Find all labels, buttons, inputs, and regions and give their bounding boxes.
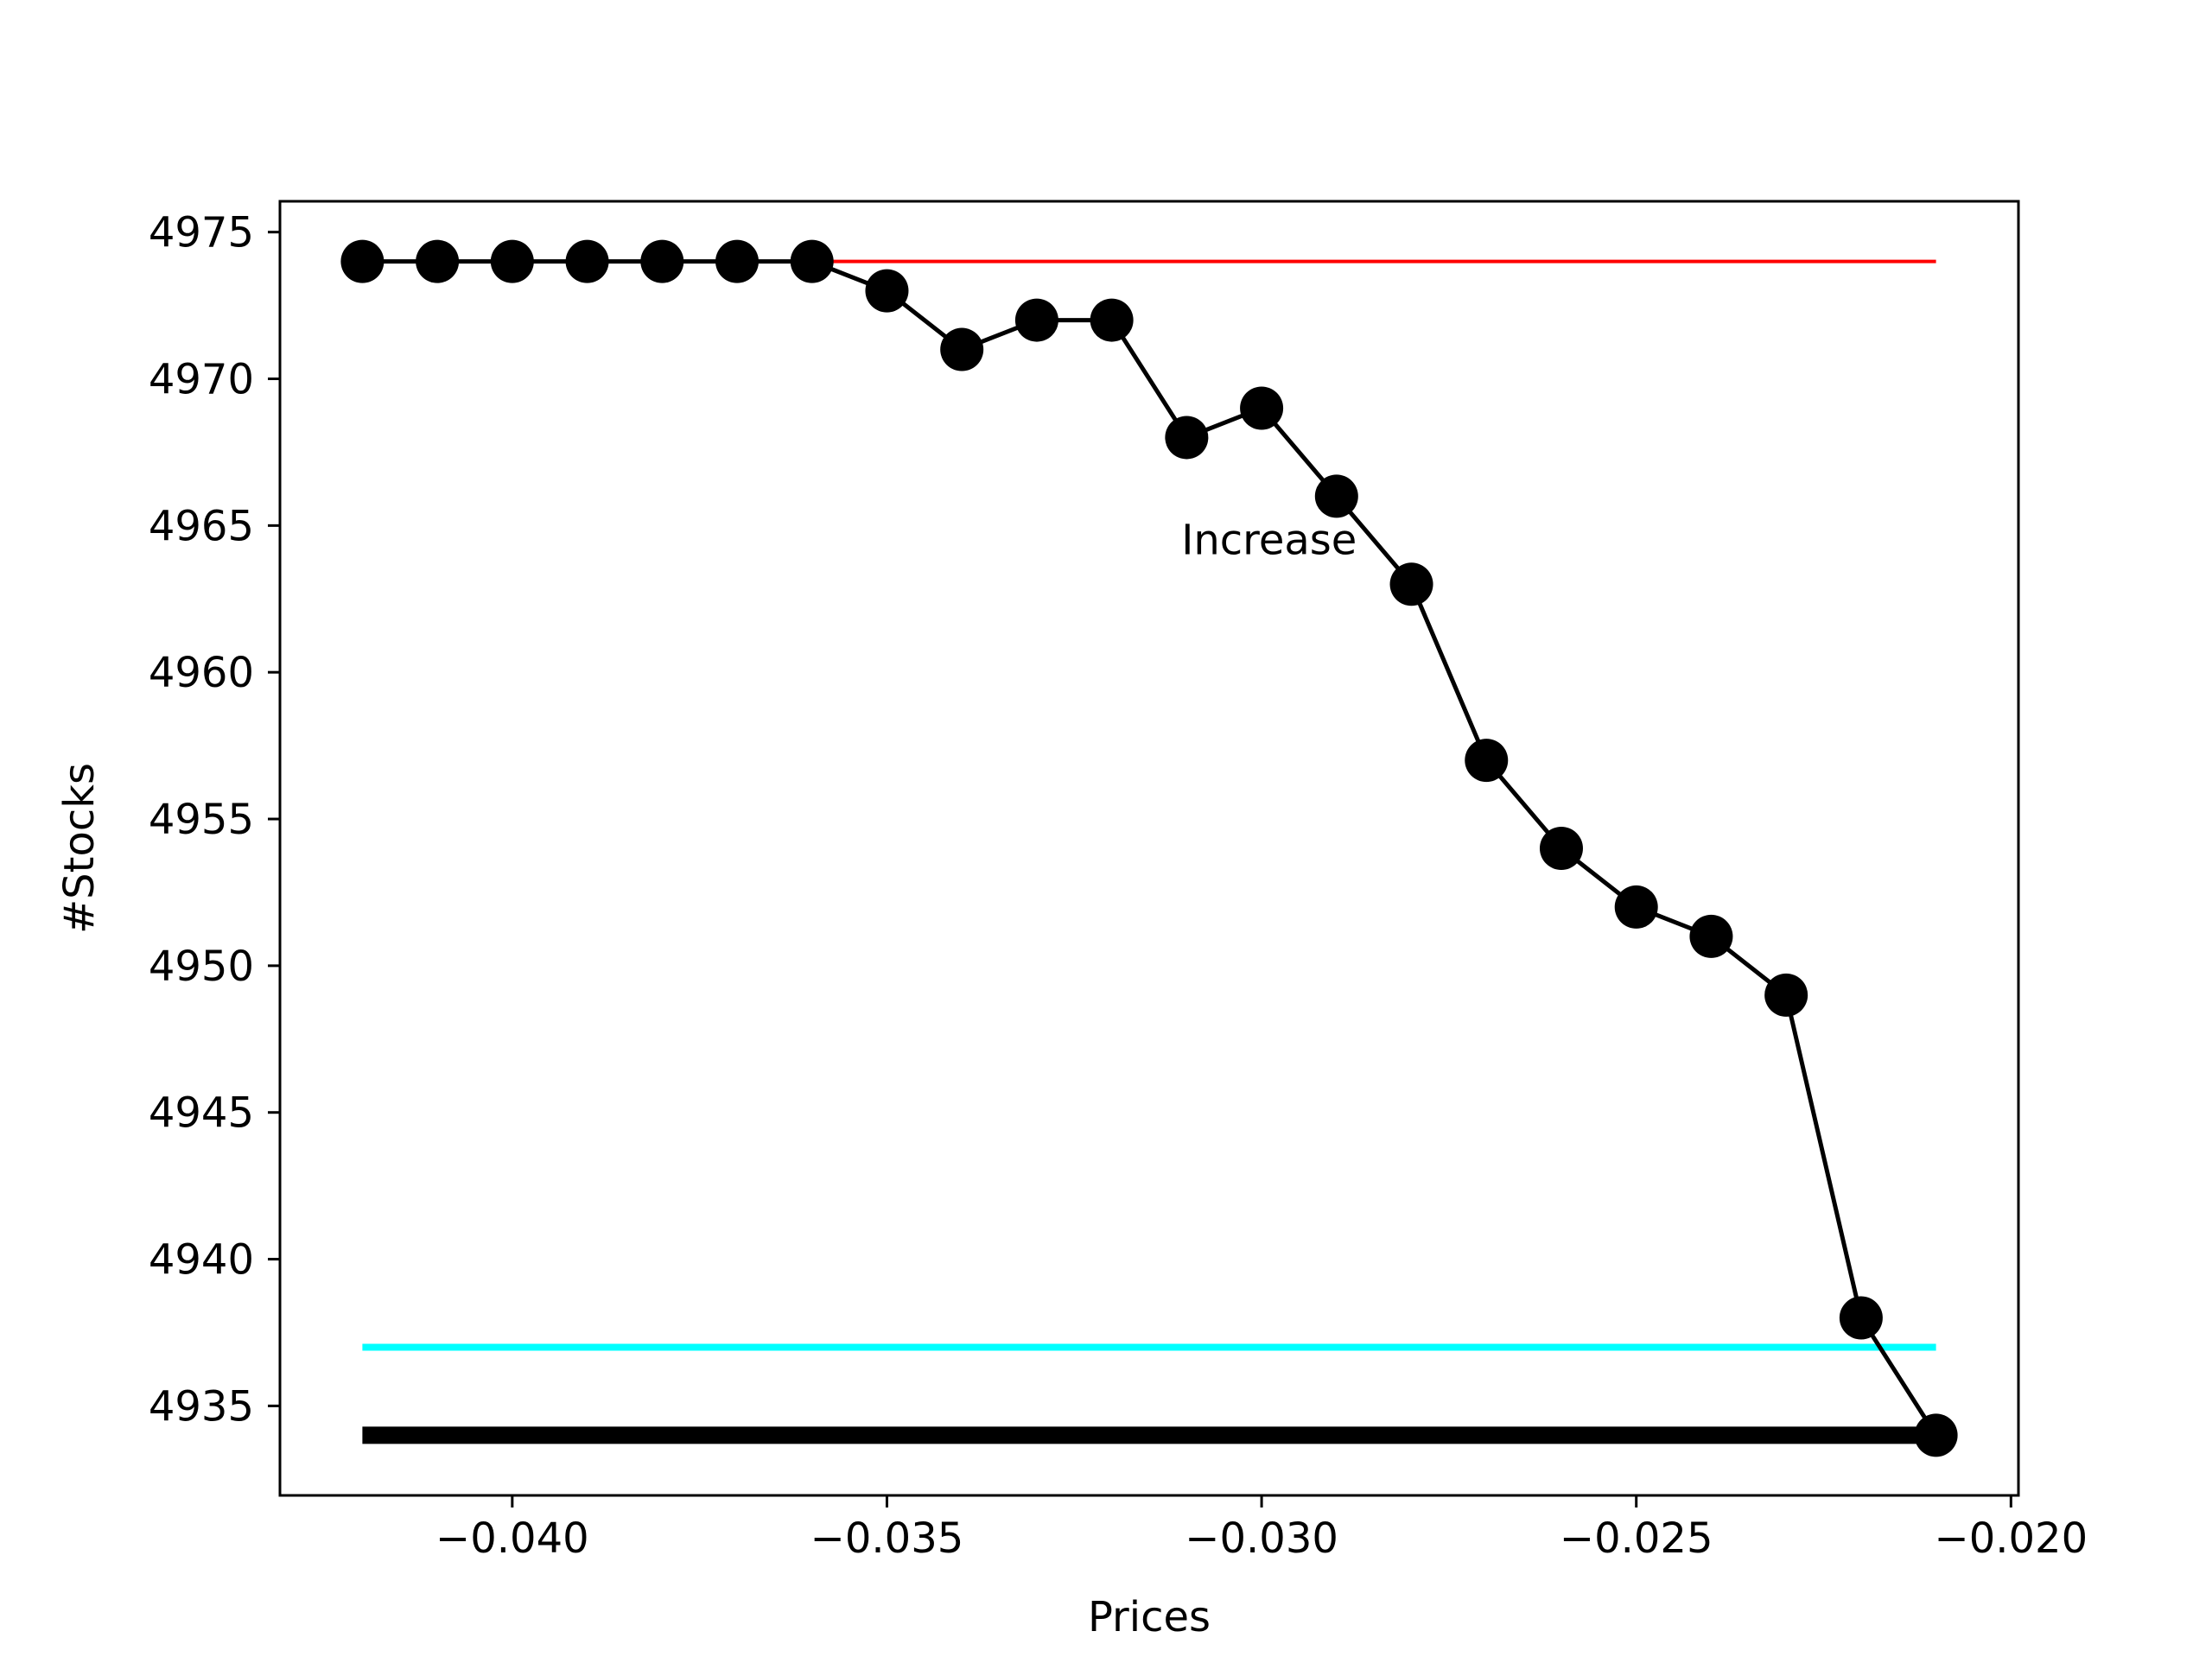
data-point	[640, 239, 684, 283]
x-tick-label: −0.035	[810, 1514, 964, 1563]
y-tick-label: 4935	[149, 1382, 254, 1431]
y-tick-label: 4975	[149, 209, 254, 257]
data-point	[1389, 562, 1433, 606]
reference-lines	[362, 259, 1936, 1444]
data-point	[340, 239, 385, 283]
y-tick-label: 4955	[149, 796, 254, 844]
data-point	[1165, 416, 1209, 460]
data-point	[1764, 973, 1808, 1017]
x-tick-label: −0.025	[1560, 1514, 1713, 1563]
annotations: Increase	[1181, 516, 1357, 564]
data-point	[1539, 827, 1583, 870]
data-point	[1240, 386, 1284, 430]
data-series	[340, 239, 1958, 1457]
data-point	[1914, 1413, 1958, 1457]
plot-frame	[278, 200, 2020, 1497]
y-tick-label: 4950	[149, 943, 254, 991]
data-point	[416, 239, 460, 283]
data-point	[715, 239, 760, 283]
x-tick-label: −0.030	[1185, 1514, 1338, 1563]
data-point	[490, 239, 534, 283]
data-point	[1839, 1296, 1883, 1340]
x-tick-label: −0.020	[1935, 1514, 2088, 1563]
y-tick-label: 4940	[149, 1236, 254, 1285]
data-point	[865, 269, 909, 313]
data-point	[1014, 298, 1058, 342]
x-tick-label: −0.040	[435, 1514, 589, 1563]
data-point	[1090, 298, 1134, 342]
annotation-label: Increase	[1181, 516, 1357, 564]
y-tick-label: 4945	[149, 1089, 254, 1138]
axes: −0.040 −0.035 −0.030 −0.025 −0.020 4935 4940 49…	[149, 200, 2088, 1563]
series-line-1	[362, 259, 1938, 1437]
y-tick-label: 4960	[149, 649, 254, 697]
data-point	[1614, 885, 1658, 929]
y-tick-label: 4965	[149, 502, 254, 550]
data-point	[1465, 739, 1509, 783]
data-point	[1314, 474, 1358, 518]
y-axis-label: #Stocks	[55, 763, 104, 934]
data-point	[790, 239, 834, 283]
x-axis-label: Prices	[1088, 1593, 1211, 1641]
data-point	[940, 327, 984, 371]
data-point	[1689, 914, 1733, 958]
y-tick-label: 4970	[149, 356, 254, 404]
data-point	[565, 239, 609, 283]
